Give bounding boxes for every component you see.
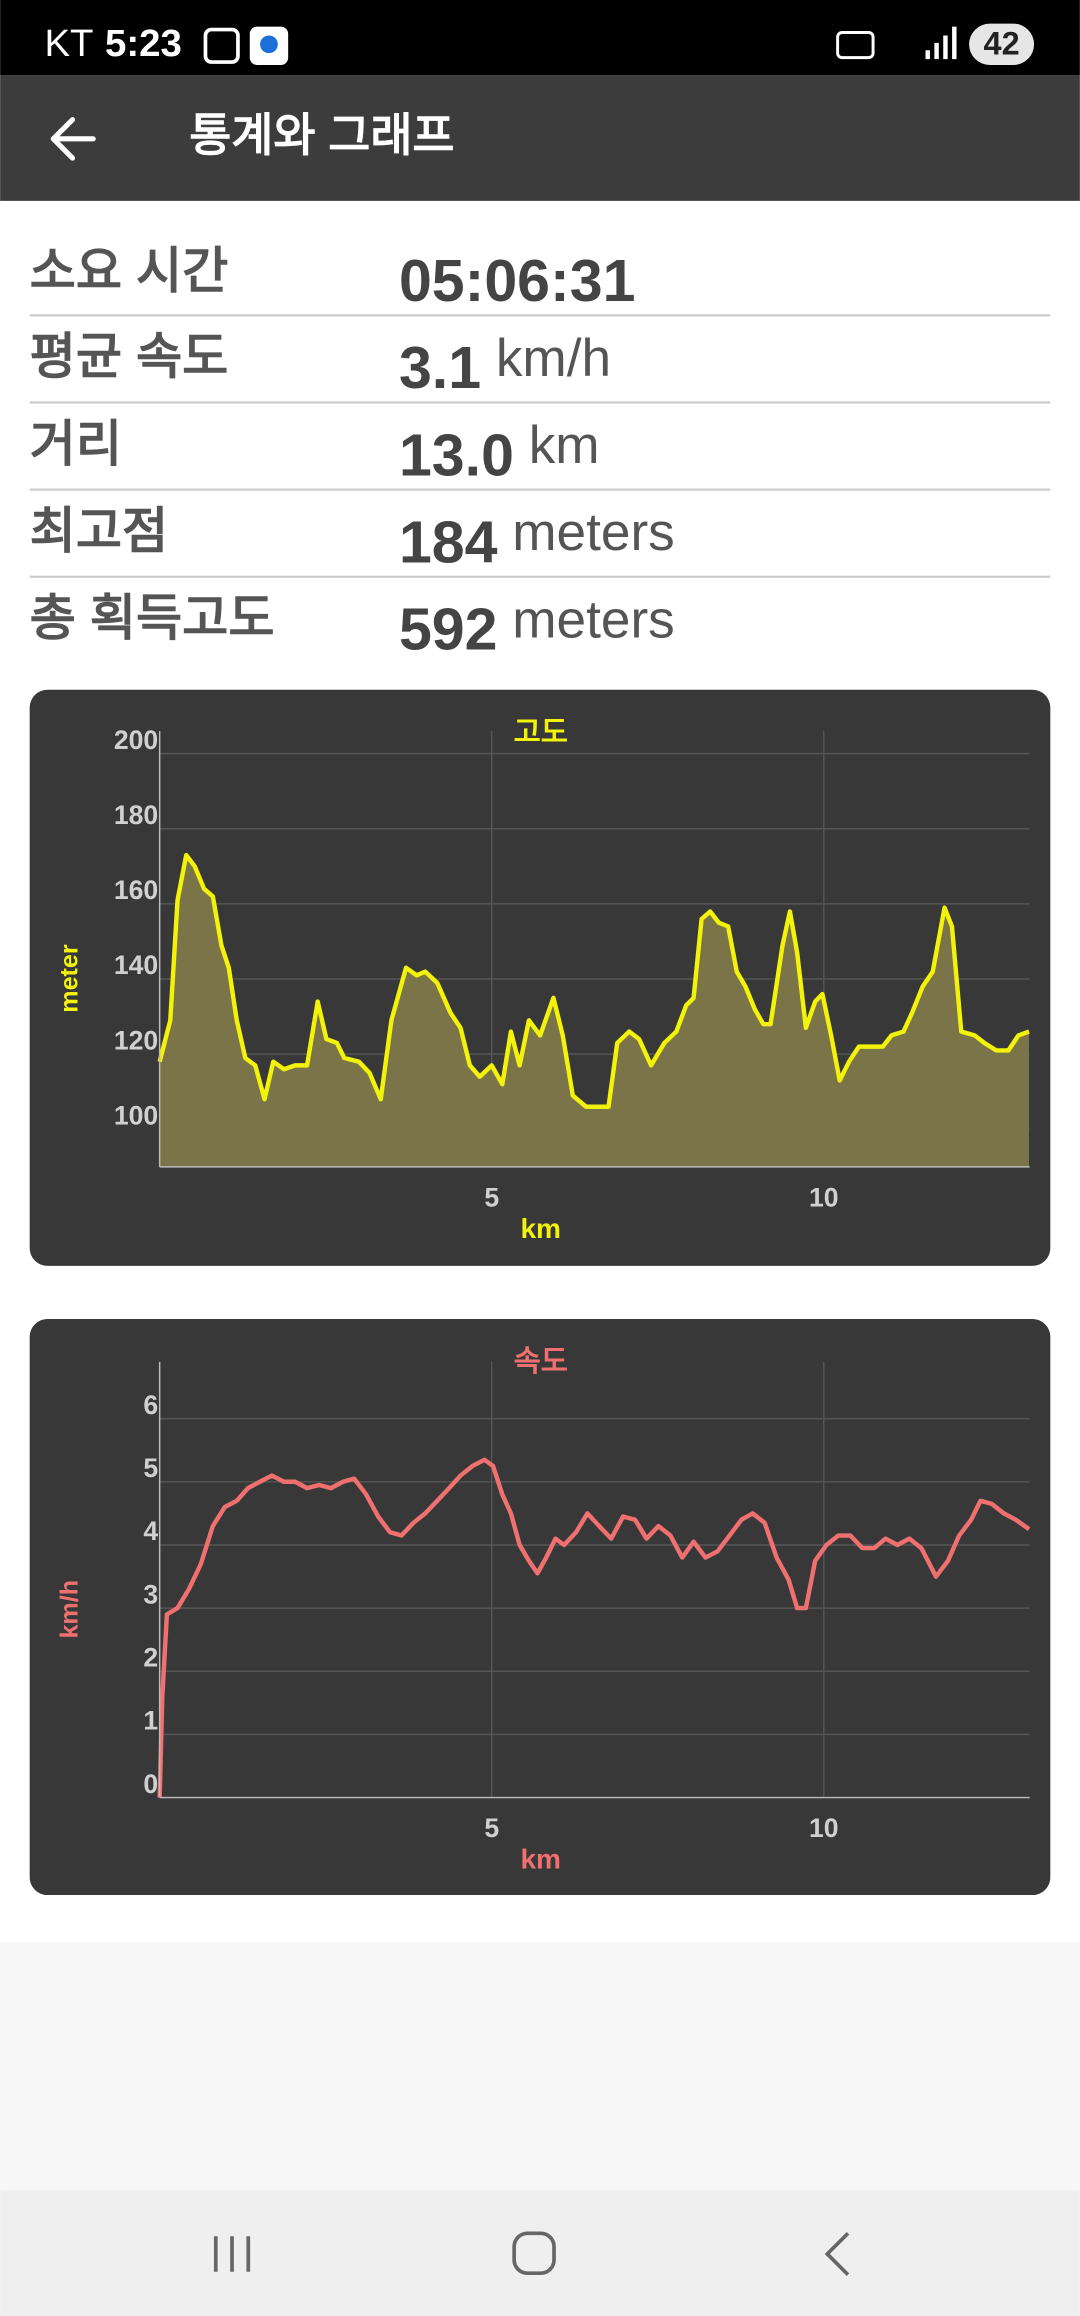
stat-unit: meters	[512, 590, 674, 649]
chart-card	[29, 1318, 1051, 1896]
x-axis-label: km	[520, 1843, 561, 1874]
stat-number: 184	[399, 509, 498, 575]
stats: 소요 시간 05:06:31 평균 속도 3.1 km/h 거리 13.0 km 최…	[30, 243, 1051, 662]
stat-unit: meters	[512, 503, 674, 562]
y-axis-label: km/h	[56, 1580, 84, 1639]
x-tick-label: 10	[809, 1182, 839, 1212]
stat-number: 592	[399, 596, 498, 662]
app-bar	[0, 75, 1080, 201]
status-bar	[0, 0, 1080, 76]
y-axis-label: meter	[56, 944, 84, 1013]
y-tick-label: 120	[114, 1025, 158, 1055]
y-tick-label: 1	[143, 1706, 158, 1736]
empty-area	[0, 1942, 1080, 2191]
stat-value: 3.1 km/h	[399, 329, 611, 401]
battery-level: 42	[984, 25, 1020, 61]
signal-icon	[925, 26, 957, 60]
stat-unit: km	[529, 416, 600, 475]
hd-icon	[836, 31, 875, 60]
stat-number: 05:06:31	[399, 248, 636, 314]
stat-value: 592 meters	[399, 590, 675, 662]
clock: 5:23	[105, 22, 182, 65]
stat-label: 소요 시간	[30, 243, 229, 299]
chart-title: 속도	[514, 1345, 568, 1378]
app-title: 통계와 그래프	[189, 110, 454, 161]
y-tick-label: 200	[114, 725, 158, 755]
nav-bar	[0, 2190, 1080, 2316]
x-axis-label: km	[520, 1213, 561, 1244]
y-tick-label: 4	[143, 1516, 158, 1546]
y-tick-label: 2	[143, 1642, 158, 1672]
home-button[interactable]	[512, 2231, 556, 2276]
stat-label: 총 획득고도	[30, 590, 275, 646]
y-tick-label: 160	[114, 875, 158, 905]
y-tick-label: 100	[114, 1100, 158, 1130]
charts: 100 120 140 160 180 200 5 10 고도 km meter 0 1 2 3 4 5 6 5 10…	[56, 716, 1031, 1874]
carrier: KT	[44, 22, 93, 65]
stat-label: 거리	[30, 416, 122, 472]
stat-value: 13.0 km	[399, 416, 600, 488]
stat-number: 3.1	[399, 335, 481, 401]
line	[157, 1457, 1031, 1798]
line	[157, 852, 1030, 1109]
x-tick-label: 10	[809, 1813, 839, 1843]
chart-title: 고도	[514, 716, 568, 749]
x-tick-label: 5	[484, 1813, 499, 1843]
y-tick-label: 3	[143, 1579, 158, 1609]
y-tick-label: 0	[143, 1769, 158, 1799]
status-icon	[260, 35, 278, 54]
recents-button[interactable]	[213, 2236, 251, 2272]
stat-number: 13.0	[399, 422, 514, 488]
stat-unit: km/h	[496, 329, 611, 388]
x-tick-label: 5	[484, 1182, 499, 1212]
y-tick-label: 140	[114, 950, 158, 980]
y-tick-label: 180	[114, 800, 158, 830]
area	[159, 855, 1030, 1167]
back-nav-button[interactable]	[824, 2231, 850, 2276]
y-tick-label: 6	[143, 1390, 158, 1420]
back-button[interactable]	[50, 117, 96, 161]
y-tick-label: 5	[143, 1453, 158, 1483]
stat-value: 05:06:31	[399, 248, 636, 314]
battery-icon	[969, 23, 1035, 65]
stat-label: 평균 속도	[30, 329, 229, 385]
stat-label: 최고점	[30, 503, 169, 559]
status-icon	[203, 27, 240, 64]
stat-value: 184 meters	[399, 503, 675, 575]
